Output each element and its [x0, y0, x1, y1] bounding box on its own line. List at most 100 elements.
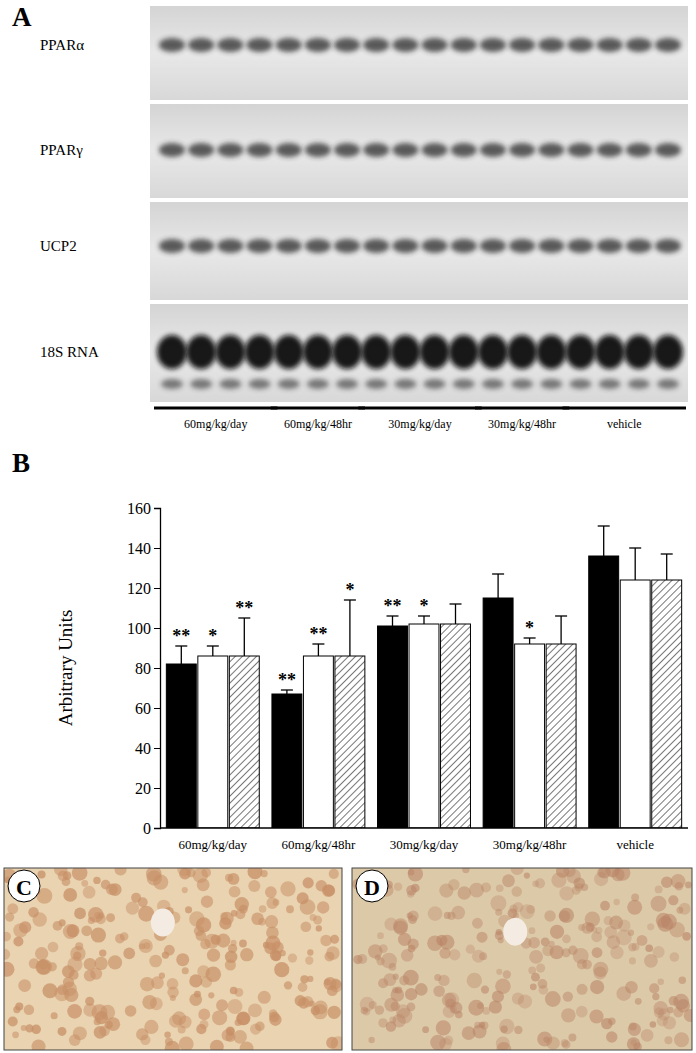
cell [496, 969, 502, 975]
cell [222, 1029, 234, 1041]
blot-band [511, 379, 533, 389]
cell [231, 910, 238, 917]
cell [169, 1014, 182, 1027]
blot-band [190, 379, 212, 389]
cell [32, 912, 46, 926]
cell [51, 1012, 58, 1019]
cell [4, 932, 11, 942]
blot-band [161, 379, 183, 389]
cell [537, 1031, 552, 1046]
error-line [423, 616, 424, 624]
cell [189, 974, 202, 987]
y-tick-label: 160 [127, 500, 151, 517]
cell [368, 1037, 374, 1043]
cell [212, 1010, 227, 1025]
error-bar [555, 616, 567, 644]
error-line [181, 646, 182, 664]
blot-band [392, 38, 418, 52]
cell [615, 868, 631, 881]
cell [274, 962, 289, 977]
blot-band [626, 239, 652, 253]
cell [462, 868, 469, 873]
error-cap [598, 525, 610, 526]
cell [4, 949, 10, 960]
cell [496, 929, 502, 935]
y-tick: 60 [135, 700, 160, 717]
error-bar [238, 618, 250, 656]
cell [411, 884, 420, 893]
cell [641, 1029, 654, 1042]
error-cap [629, 547, 641, 548]
cell [422, 1026, 429, 1033]
cell [600, 901, 610, 911]
x-tick: 60mg/kg/day [178, 828, 247, 852]
cell [399, 976, 409, 986]
blot-band [422, 38, 448, 52]
blot-row-label: PPARγ [40, 142, 83, 158]
cell [651, 896, 667, 912]
cell [35, 960, 50, 975]
cell [575, 883, 584, 892]
cell [259, 905, 267, 913]
cell [83, 886, 96, 899]
cell [514, 1026, 522, 1034]
vessel [503, 918, 527, 946]
blot-band [363, 239, 389, 253]
y-tick-label: 60 [135, 700, 151, 717]
cell [182, 967, 189, 974]
tissue [4, 868, 342, 1050]
blot-band [451, 143, 477, 157]
blot-band [305, 143, 331, 157]
cell [655, 885, 663, 893]
blot-band [188, 38, 214, 52]
blot-band [278, 379, 300, 389]
blot-band [538, 143, 564, 157]
cell [606, 1031, 617, 1042]
cell [94, 1018, 101, 1025]
cell [12, 1031, 19, 1038]
y-tick: 20 [135, 780, 160, 797]
x-tick-label: 60mg/kg/day [178, 837, 247, 852]
cell [330, 935, 339, 944]
cell [35, 947, 48, 960]
cell [631, 1040, 637, 1046]
panel-label-badge [8, 870, 40, 902]
cell [196, 930, 207, 941]
cell [7, 903, 18, 914]
blot-band [509, 239, 535, 253]
cell [499, 1019, 514, 1034]
cell [149, 955, 162, 968]
blot: PPARαPPARγUCP218S RNA60mg/kg/day60mg/kg/… [40, 6, 688, 431]
cell [48, 942, 59, 953]
blot-band [424, 379, 446, 389]
cell [401, 949, 414, 962]
cell [136, 1028, 148, 1040]
blot-band [599, 379, 621, 389]
error-bar [175, 646, 187, 664]
cell [25, 1024, 33, 1032]
blot-band [245, 335, 275, 369]
blot-band [390, 335, 420, 369]
blot-band [597, 38, 623, 52]
cell [164, 945, 175, 956]
blot-band [422, 239, 448, 253]
cell [301, 921, 312, 932]
cell [679, 903, 691, 915]
bar [546, 644, 576, 828]
blot-band [363, 143, 389, 157]
cell [530, 983, 537, 990]
cell [436, 935, 447, 946]
cell [532, 881, 539, 888]
error-line [455, 604, 456, 624]
micrograph [4, 868, 342, 1050]
cell [139, 939, 153, 953]
cell [377, 932, 384, 939]
cell [269, 1014, 281, 1026]
cell [592, 947, 603, 958]
cell [482, 1007, 490, 1015]
blot-band [595, 335, 625, 369]
blot-band [567, 239, 593, 253]
group-underline [358, 407, 482, 410]
error-bar [450, 604, 462, 624]
blot-band [567, 143, 593, 157]
